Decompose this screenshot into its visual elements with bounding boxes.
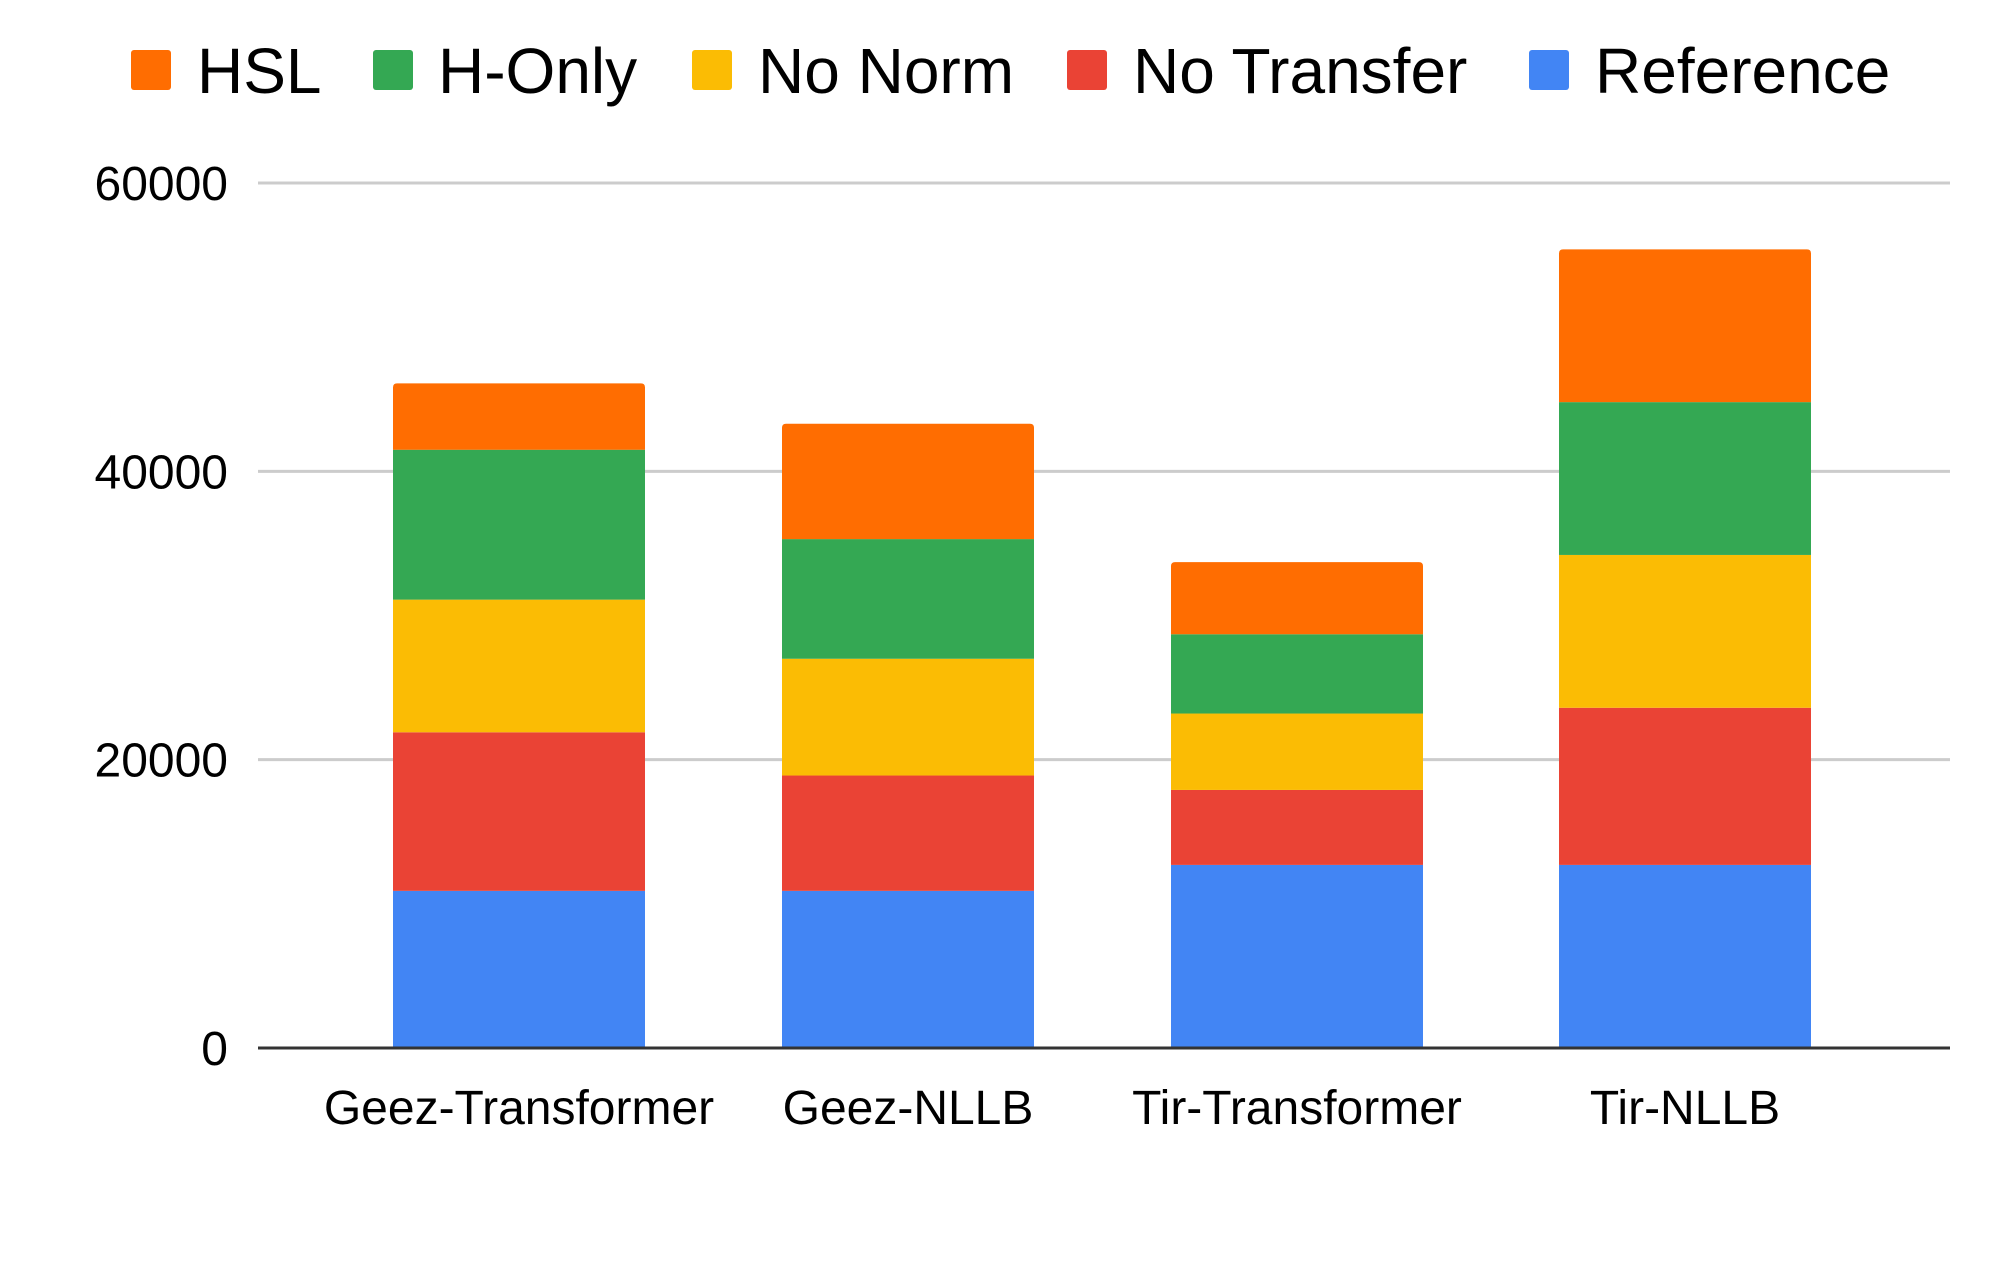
legend-label-reference: Reference bbox=[1595, 35, 1890, 107]
legend-item-no-transfer: No Transfer bbox=[1067, 35, 1467, 107]
legend-item-hsl: HSL bbox=[131, 35, 322, 107]
bar-segment-geez-nllb-no-norm bbox=[782, 658, 1034, 776]
bar-segment-geez-transformer-reference bbox=[393, 890, 645, 1048]
bar-stack-geez-nllb bbox=[782, 423, 1034, 1048]
bar-segment-tir-nllb-no-norm bbox=[1559, 554, 1811, 708]
bar-segment-tir-nllb-no-transfer bbox=[1559, 707, 1811, 865]
legend-swatch-no-norm bbox=[692, 50, 732, 90]
legend-swatch-reference bbox=[1529, 50, 1569, 90]
bar-stack-tir-nllb bbox=[1559, 249, 1811, 1048]
bar-segment-tir-transformer-reference bbox=[1171, 864, 1423, 1048]
legend-item-reference: Reference bbox=[1529, 35, 1890, 107]
y-tick-label-20000: 20000 bbox=[95, 735, 228, 788]
x-tick-label-geez-transformer: Geez-Transformer bbox=[324, 1082, 714, 1135]
bar-stack-geez-transformer bbox=[393, 383, 645, 1048]
bar-segment-tir-nllb-hsl bbox=[1559, 249, 1811, 403]
legend-label-no-transfer: No Transfer bbox=[1133, 35, 1467, 107]
legend-label-no-norm: No Norm bbox=[758, 35, 1014, 107]
x-tick-label-geez-nllb: Geez-NLLB bbox=[783, 1082, 1034, 1135]
bars bbox=[393, 249, 1811, 1048]
bar-segment-geez-nllb-reference bbox=[782, 890, 1034, 1048]
legend-swatch-hsl bbox=[131, 50, 171, 90]
bar-segment-tir-nllb-h-only bbox=[1559, 402, 1811, 555]
bar-segment-tir-transformer-no-transfer bbox=[1171, 789, 1423, 865]
y-tick-label-40000: 40000 bbox=[95, 446, 228, 499]
x-tick-label-tir-transformer: Tir-Transformer bbox=[1132, 1082, 1462, 1135]
y-tick-label-60000: 60000 bbox=[95, 158, 228, 211]
bar-segment-geez-nllb-h-only bbox=[782, 539, 1034, 659]
legend-label-hsl: HSL bbox=[197, 35, 322, 107]
bar-segment-geez-transformer-h-only bbox=[393, 449, 645, 600]
bar-segment-tir-transformer-hsl bbox=[1171, 562, 1423, 635]
bar-segment-geez-transformer-no-norm bbox=[393, 599, 645, 733]
legend-item-no-norm: No Norm bbox=[692, 35, 1014, 107]
legend: HSL H-Only No Norm No Transfer Reference bbox=[131, 35, 1890, 107]
x-tick-label-tir-nllb: Tir-NLLB bbox=[1590, 1082, 1780, 1135]
legend-swatch-no-transfer bbox=[1067, 50, 1107, 90]
bar-segment-geez-transformer-no-transfer bbox=[393, 732, 645, 891]
bar-segment-tir-transformer-no-norm bbox=[1171, 713, 1423, 790]
y-axis-ticks: 0 20000 40000 60000 bbox=[95, 158, 228, 1076]
legend-label-h-only: H-Only bbox=[438, 35, 637, 107]
bar-segment-geez-transformer-hsl bbox=[393, 383, 645, 450]
bar-segment-tir-transformer-h-only bbox=[1171, 634, 1423, 714]
bar-stack-tir-transformer bbox=[1171, 562, 1423, 1048]
legend-swatch-h-only bbox=[373, 50, 413, 90]
bar-segment-tir-nllb-reference bbox=[1559, 864, 1811, 1048]
legend-item-h-only: H-Only bbox=[373, 35, 637, 107]
y-tick-label-0: 0 bbox=[201, 1023, 228, 1076]
bar-segment-geez-nllb-no-transfer bbox=[782, 775, 1034, 891]
x-axis-labels: Geez-Transformer Geez-NLLB Tir-Transformer… bbox=[324, 1082, 1780, 1135]
bar-segment-geez-nllb-hsl bbox=[782, 423, 1034, 540]
